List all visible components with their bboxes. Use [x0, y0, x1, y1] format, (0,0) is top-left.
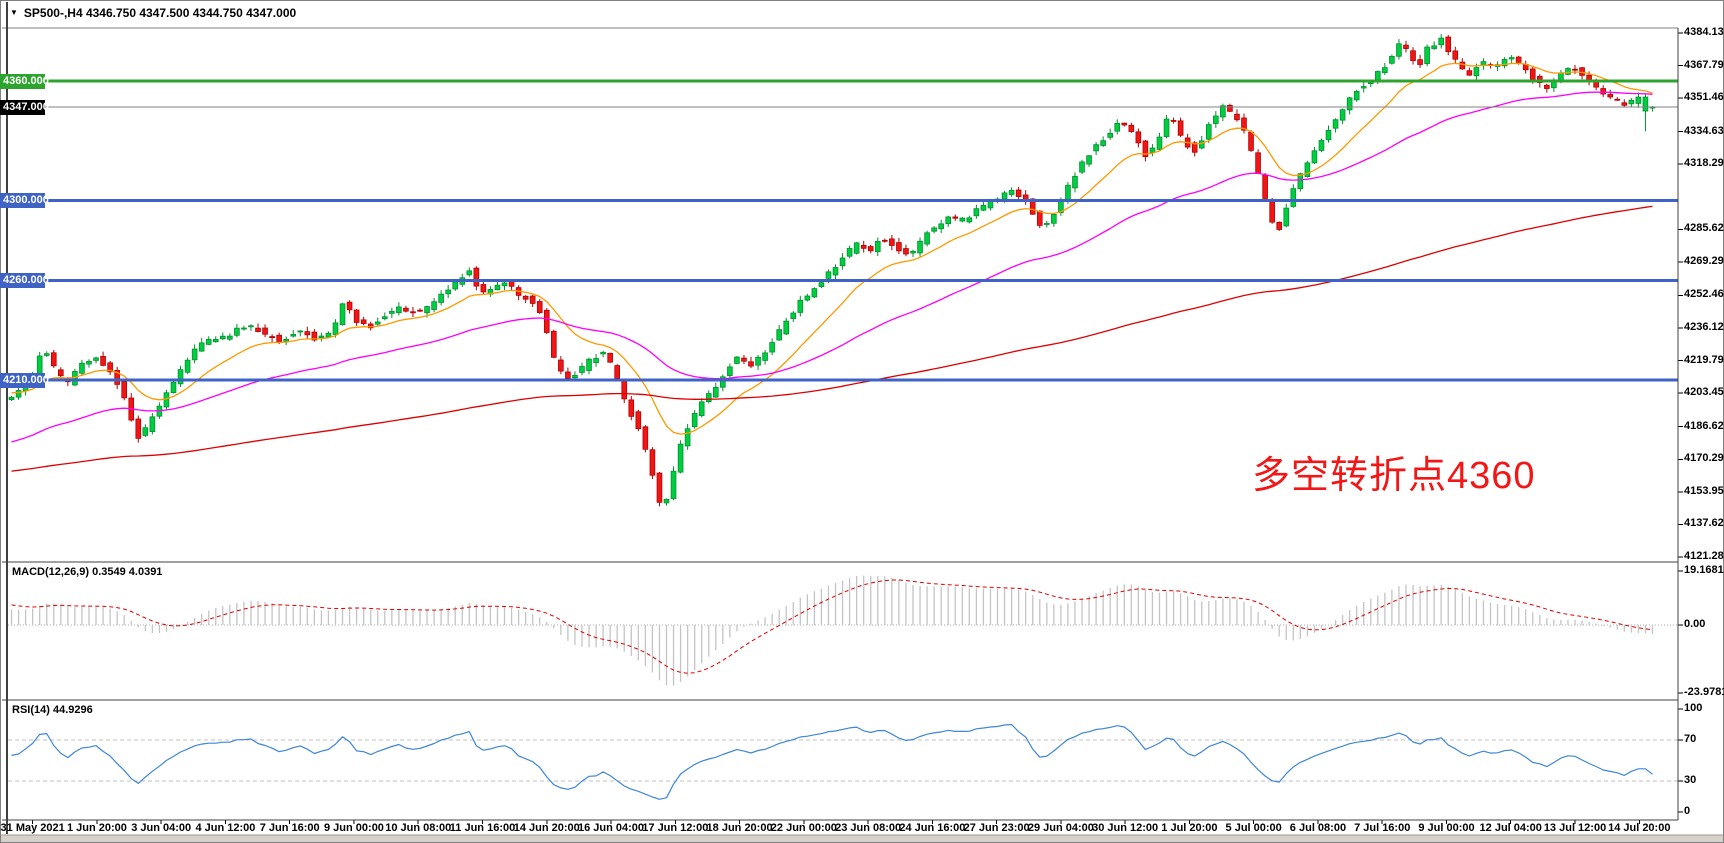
time-axis-label: 6 Jul 08:00: [1289, 822, 1347, 834]
macd-indicator-label: MACD(12,26,9) 0.3549 4.0391: [12, 566, 163, 578]
price-level-badge-4360[interactable]: 4360.000: [0, 73, 49, 89]
bottom-strip: [0, 834, 1724, 843]
time-axis-label: 7 Jul 16:00: [1354, 822, 1411, 834]
time-axis-label: 24 Jun 16:00: [899, 822, 966, 834]
ma-slow-line: [11, 205, 1653, 472]
time-axis-label: 13 Jul 12:00: [1543, 822, 1607, 834]
rsi-axis-label: 0: [1684, 805, 1691, 817]
price-level-badge-4347[interactable]: 4347.000: [0, 99, 49, 115]
price-axis-label: 4351.460: [1684, 91, 1724, 104]
price-level-badge-4300[interactable]: 4300.000: [0, 193, 49, 209]
candles-group: [8, 33, 1656, 507]
price-axis-label: 4153.955: [1684, 484, 1724, 497]
price-axis-label: 4384.130: [1684, 26, 1724, 38]
time-axis-label: 12 Jul 04:00: [1479, 822, 1542, 834]
rsi-indicator-label: RSI(14) 44.9296: [12, 704, 93, 716]
annotation-text[interactable]: 多空转折点4360: [1252, 455, 1536, 497]
time-axis-label: 10 Jun 08:00: [385, 822, 452, 834]
macd-axis-label: 19.1681: [1684, 563, 1724, 576]
time-axis-label: 17 Jun 12:00: [642, 822, 709, 834]
time-axis-label: 29 Jun 04:00: [1027, 822, 1094, 834]
time-axis-label: 14 Jun 20:00: [513, 822, 580, 834]
price-axis-label: 4236.125: [1684, 321, 1724, 334]
time-axis-label: 1 Jul 20:00: [1161, 822, 1218, 834]
time-axis-label: 30 Jun 12:00: [1092, 822, 1159, 834]
time-axis-label: 7 Jun 16:00: [259, 822, 320, 834]
ma-mid-line: [11, 91, 1653, 443]
rsi-line: [11, 723, 1653, 800]
time-axis-label: 11 Jun 16:00: [449, 822, 516, 834]
price-axis-label: 4219.790: [1684, 353, 1724, 366]
time-axis-label: 14 Jul 20:00: [1608, 822, 1671, 834]
time-axis-label: 3 Jun 04:00: [131, 822, 192, 834]
price-axis-label: 4318.295: [1684, 157, 1724, 170]
time-axis-label: 31 May 2021: [0, 822, 65, 834]
macd-histogram: [10, 575, 1654, 686]
chart-title: SP500-,H4 4346.750 4347.500 4344.750 434…: [23, 6, 297, 20]
title-bar: ▼ SP500-,H4 4346.750 4347.500 4344.750 43…: [10, 6, 296, 20]
price-axis-label: 4203.455: [1684, 386, 1724, 399]
time-axis-label: 9 Jul 00:00: [1418, 822, 1475, 834]
macd-axis-label: 0.00: [1684, 618, 1706, 630]
time-axis-label: 1 Jun 20:00: [66, 822, 127, 834]
rsi-axis-label: 30: [1684, 774, 1697, 787]
ma-fast-line: [11, 62, 1653, 435]
price-axis-label: 4269.290: [1684, 254, 1724, 267]
macd-axis-label: -23.9781: [1684, 685, 1724, 698]
time-axis-label: 5 Jul 00:00: [1225, 822, 1282, 834]
price-axis-label: 4285.625: [1684, 222, 1724, 235]
price-axis-label: 4170.290: [1684, 452, 1724, 465]
chart-menu-arrow-icon[interactable]: ▼: [10, 8, 18, 17]
price-level-badge-4210[interactable]: 4210.000: [0, 372, 49, 388]
time-axis-label: 16 Jun 04:00: [578, 822, 645, 834]
price-level-badge-4260[interactable]: 4260.000: [0, 272, 49, 288]
price-axis-label: 4334.630: [1684, 124, 1724, 137]
rsi-axis-label: 70: [1684, 732, 1697, 745]
price-axis-label: 4121.285: [1684, 550, 1724, 562]
price-axis-label: 4186.625: [1684, 419, 1724, 432]
time-axis-label: 27 Jun 23:00: [963, 822, 1030, 834]
time-axis-label: 23 Jun 08:00: [835, 822, 902, 834]
price-axis-label: 4252.460: [1684, 288, 1724, 301]
time-axis-label: 18 Jun 20:00: [706, 822, 773, 834]
time-axis-label: 4 Jun 12:00: [195, 822, 256, 834]
time-axis-label: 22 Jun 00:00: [770, 822, 837, 834]
macd-signal-line: [11, 579, 1653, 674]
time-axis-label: 9 Jun 00:00: [324, 822, 384, 834]
price-axis-label: 4367.795: [1684, 58, 1724, 71]
rsi-axis-label: 100: [1684, 702, 1703, 714]
price-axis-label: 4137.620: [1684, 517, 1724, 530]
